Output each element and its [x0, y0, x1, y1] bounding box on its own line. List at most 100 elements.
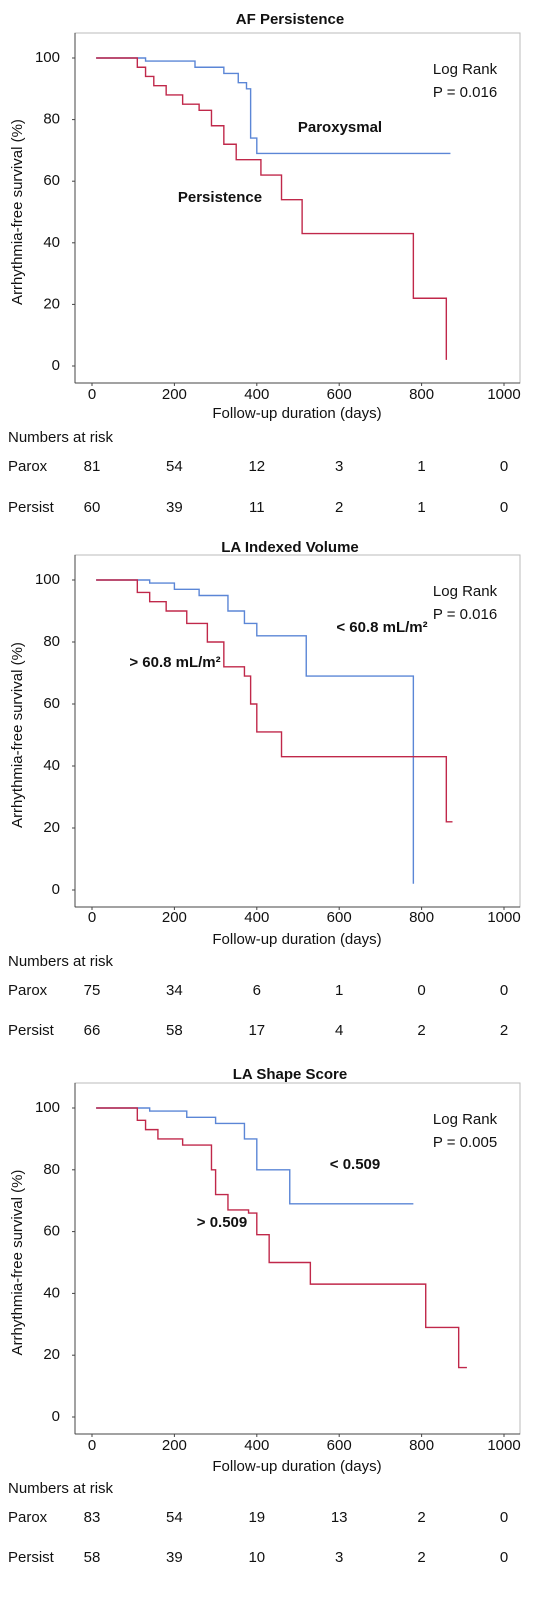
x-tick-label: 800 — [409, 909, 434, 926]
risk-value: 6 — [253, 982, 261, 999]
log-rank-text: P = 0.016 — [433, 84, 497, 101]
risk-row-label: Persist — [8, 1022, 55, 1039]
series-label: < 0.509 — [330, 1156, 380, 1173]
risk-value: 0 — [500, 458, 508, 475]
x-tick-label: 400 — [244, 1437, 269, 1454]
risk-value: 17 — [248, 1022, 265, 1039]
y-tick-label: 80 — [43, 1161, 60, 1178]
chart-title: LA Shape Score — [233, 1066, 347, 1083]
risk-value: 58 — [166, 1022, 183, 1039]
log-rank-text: P = 0.016 — [433, 606, 497, 623]
x-tick-label: 800 — [409, 1437, 434, 1454]
risk-value: 11 — [249, 499, 265, 516]
log-rank-text: Log Rank — [433, 61, 498, 78]
x-tick-label: 0 — [88, 909, 96, 926]
x-axis-title: Follow-up duration (days) — [212, 405, 381, 422]
series-label: Persistence — [178, 189, 262, 206]
risk-value: 3 — [335, 1549, 343, 1566]
chart-title: AF Persistence — [236, 11, 344, 28]
risk-value: 75 — [84, 982, 101, 999]
x-axis-title: Follow-up duration (days) — [212, 931, 381, 948]
risk-value: 2 — [335, 499, 343, 516]
risk-value: 39 — [166, 1549, 183, 1566]
series-label: Paroxysmal — [298, 119, 382, 136]
chart-title: LA Indexed Volume — [221, 539, 359, 556]
x-axis-title: Follow-up duration (days) — [212, 1458, 381, 1475]
survival-curve — [96, 579, 453, 823]
risk-value: 1 — [417, 499, 425, 516]
risk-value: 54 — [166, 458, 183, 475]
risk-row-label: Persist — [8, 1549, 55, 1566]
x-tick-label: 0 — [88, 1437, 96, 1454]
risk-row-label: Parox — [8, 982, 48, 999]
y-tick-label: 20 — [43, 819, 60, 836]
y-tick-label: 60 — [43, 1223, 60, 1240]
survival-curve — [96, 57, 448, 360]
x-tick-label: 400 — [244, 909, 269, 926]
y-tick-label: 40 — [43, 234, 60, 251]
y-tick-label: 0 — [52, 1408, 60, 1425]
risk-value: 2 — [417, 1509, 425, 1526]
survival-curve — [96, 579, 415, 884]
risk-value: 60 — [84, 499, 101, 516]
risk-value: 39 — [166, 499, 183, 516]
risk-value: 1 — [417, 458, 425, 475]
x-tick-label: 1000 — [487, 1437, 520, 1454]
log-rank-text: Log Rank — [433, 583, 498, 600]
risk-value: 2 — [500, 1022, 508, 1039]
y-tick-label: 60 — [43, 172, 60, 189]
x-tick-label: 1000 — [487, 909, 520, 926]
risk-value: 19 — [248, 1509, 265, 1526]
y-tick-label: 80 — [43, 633, 60, 650]
risk-value: 34 — [166, 982, 183, 999]
y-tick-label: 20 — [43, 295, 60, 312]
risk-value: 0 — [500, 982, 508, 999]
risk-value: 4 — [335, 1022, 343, 1039]
risk-row-label: Persist — [8, 499, 55, 516]
x-tick-label: 600 — [327, 1437, 352, 1454]
risk-value: 83 — [84, 1509, 101, 1526]
risk-value: 10 — [248, 1549, 265, 1566]
risk-value: 12 — [248, 458, 265, 475]
risk-value: 0 — [500, 1549, 508, 1566]
x-tick-label: 600 — [327, 386, 352, 403]
survival-curve — [96, 1107, 414, 1205]
risk-table-title: Numbers at risk — [8, 953, 114, 970]
risk-value: 0 — [417, 982, 425, 999]
x-tick-label: 200 — [162, 386, 187, 403]
series-label: > 60.8 mL/m² — [129, 654, 220, 671]
risk-value: 66 — [84, 1022, 101, 1039]
y-tick-label: 80 — [43, 111, 60, 128]
survival-curve — [96, 1107, 467, 1369]
risk-table-title: Numbers at risk — [8, 429, 114, 446]
y-tick-label: 0 — [52, 881, 60, 898]
y-axis-title: Arrhythmia-free survival (%) — [9, 642, 26, 828]
x-tick-label: 800 — [409, 386, 434, 403]
x-tick-label: 400 — [244, 386, 269, 403]
y-axis-title: Arrhythmia-free survival (%) — [9, 119, 26, 305]
log-rank-text: P = 0.005 — [433, 1134, 497, 1151]
risk-value: 3 — [335, 458, 343, 475]
risk-value: 1 — [335, 982, 343, 999]
y-tick-label: 100 — [35, 571, 60, 588]
risk-value: 81 — [84, 458, 101, 475]
x-tick-label: 1000 — [487, 386, 520, 403]
risk-value: 0 — [500, 1509, 508, 1526]
y-tick-label: 0 — [52, 357, 60, 374]
y-axis-title: Arrhythmia-free survival (%) — [9, 1170, 26, 1356]
risk-value: 13 — [331, 1509, 348, 1526]
x-tick-label: 200 — [162, 909, 187, 926]
x-tick-label: 0 — [88, 386, 96, 403]
x-tick-label: 600 — [327, 909, 352, 926]
risk-row-label: Parox — [8, 458, 48, 475]
y-tick-label: 20 — [43, 1346, 60, 1363]
risk-value: 54 — [166, 1509, 183, 1526]
risk-value: 0 — [500, 499, 508, 516]
y-tick-label: 40 — [43, 1284, 60, 1301]
series-label: < 60.8 mL/m² — [336, 619, 427, 636]
log-rank-text: Log Rank — [433, 1111, 498, 1128]
risk-table-title: Numbers at risk — [8, 1480, 114, 1497]
survival-curve — [96, 57, 451, 155]
y-tick-label: 100 — [35, 49, 60, 66]
